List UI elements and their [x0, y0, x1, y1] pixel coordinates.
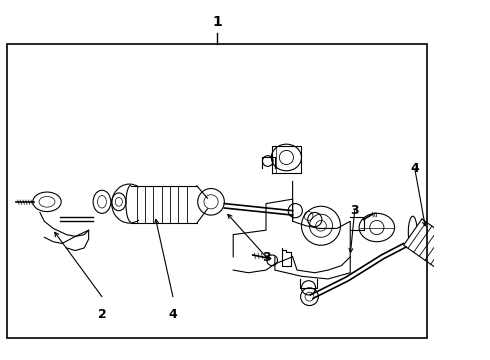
Text: 4: 4 [169, 308, 177, 321]
Ellipse shape [33, 192, 61, 212]
Text: 1: 1 [212, 15, 222, 29]
Text: 3: 3 [262, 252, 270, 265]
Text: 3: 3 [350, 203, 359, 217]
Ellipse shape [359, 213, 394, 242]
Ellipse shape [112, 193, 126, 211]
Ellipse shape [479, 230, 490, 243]
Ellipse shape [93, 190, 111, 213]
Ellipse shape [459, 220, 482, 237]
Text: 4: 4 [411, 162, 419, 175]
Text: 2: 2 [98, 308, 106, 321]
